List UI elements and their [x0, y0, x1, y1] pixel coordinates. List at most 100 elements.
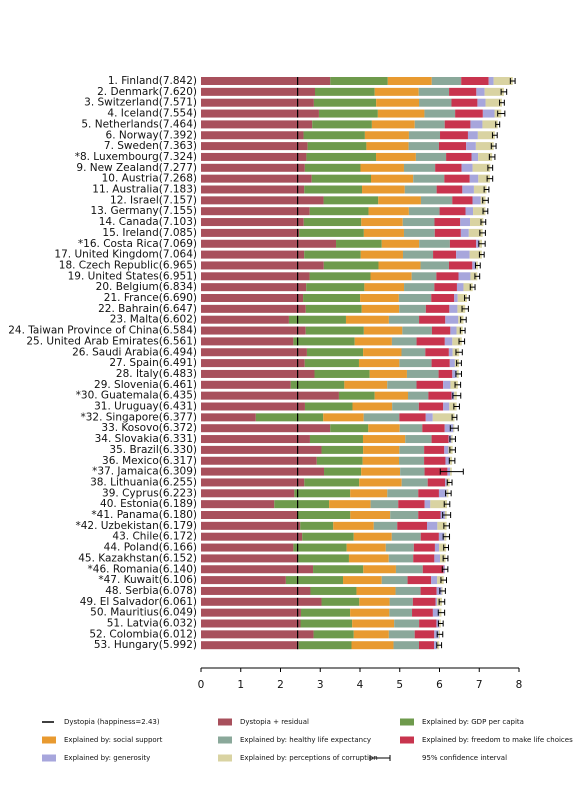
bar-segment — [436, 185, 463, 194]
bar-segment — [201, 608, 301, 617]
category-label: 4. Iceland(7.554) — [107, 108, 197, 120]
bar-segment — [467, 131, 478, 140]
legend-label: Explained by: perceptions of corruption — [240, 754, 378, 762]
bar-segment — [350, 511, 391, 519]
error-bar — [455, 370, 462, 377]
bar-segment — [415, 152, 447, 161]
bar-segment — [360, 250, 403, 259]
error-bar — [454, 381, 462, 388]
x-tick-label: 3 — [317, 679, 324, 691]
bar-segment — [201, 586, 311, 595]
error-bar — [458, 338, 466, 345]
bar-segment — [391, 337, 417, 346]
bar-segment — [201, 315, 289, 324]
bar-segment — [408, 131, 441, 140]
category-label: 28. Italy(6.483) — [116, 368, 197, 380]
bar-segment — [390, 511, 419, 519]
bar-segment — [304, 185, 363, 194]
bar-segment — [395, 586, 421, 595]
bar-segment — [376, 152, 416, 161]
category-label: 33. Kosovo(6.372) — [101, 422, 197, 434]
error-bar — [490, 143, 497, 150]
bar-segment — [440, 131, 468, 140]
category-label: 22. Bahrain(6.647) — [98, 303, 197, 315]
bar-segment — [387, 489, 419, 498]
bar-segment — [316, 456, 363, 465]
error-bar — [455, 349, 463, 356]
category-label: 39. Cyprus(6.223) — [102, 487, 197, 499]
bar-segment — [361, 467, 401, 476]
bar-segment — [460, 228, 469, 237]
bar-segment — [493, 77, 513, 85]
category-label: 36. Mexico(6.317) — [102, 455, 197, 467]
bar-segment — [476, 239, 480, 248]
category-label: 3. Switzerland(7.571) — [84, 97, 197, 109]
bar-segment — [361, 304, 400, 313]
bar-segment — [473, 185, 487, 194]
bar-segment — [428, 391, 452, 400]
bar-segment — [419, 239, 450, 248]
bar-segment — [294, 489, 351, 498]
bar-segment — [437, 521, 447, 530]
category-label: 50. Mauritius(6.049) — [90, 607, 197, 619]
bar-segment — [360, 294, 399, 302]
bar-segment — [201, 413, 256, 422]
bar-segment — [408, 142, 439, 151]
bar-segment — [438, 369, 453, 378]
bar-segment — [399, 413, 426, 422]
bar-segment — [303, 131, 365, 140]
bar-segment — [366, 142, 409, 151]
bar-segment — [454, 294, 458, 302]
bar-segment — [400, 467, 425, 476]
bar-segment — [330, 424, 369, 433]
category-label: 43. Chile(6.172) — [112, 531, 197, 543]
category-label: 7. Sweden(7.363) — [104, 140, 197, 152]
bar-segment — [488, 77, 494, 85]
bar-segment — [443, 380, 451, 389]
bar-segment — [330, 77, 388, 85]
bar-segment — [353, 532, 392, 541]
bar-segment — [473, 207, 486, 216]
bar-segment — [298, 641, 352, 650]
category-label: 18. Czech Republic(6.965) — [59, 259, 197, 271]
error-bar — [440, 577, 447, 584]
bar-segment — [363, 413, 400, 422]
bar-segment — [431, 576, 438, 585]
error-bar — [491, 132, 498, 139]
error-bar — [480, 219, 487, 226]
bar-segment — [201, 196, 324, 205]
bar-segment — [413, 543, 435, 552]
bar-segment — [456, 283, 464, 292]
bar-segment — [434, 554, 441, 563]
bar-segment — [385, 543, 414, 552]
category-label: 51. Latvia(6.032) — [107, 618, 197, 630]
bar-segment — [336, 239, 382, 248]
bar-segment — [201, 250, 305, 259]
category-label: 12. Israel(7.157) — [110, 194, 197, 206]
bar-segment — [302, 532, 354, 541]
bar-segment — [201, 261, 324, 270]
bar-segment — [449, 359, 455, 368]
category-label: 29. Slovenia(6.461) — [94, 379, 197, 391]
bar-segment — [445, 478, 447, 487]
bar-segment — [201, 380, 291, 389]
bar-segment — [444, 120, 471, 129]
bar-segment — [201, 500, 275, 509]
category-label: 52. Colombia(6.012) — [89, 628, 197, 640]
bar-segment — [484, 87, 504, 96]
bar-segment — [323, 196, 379, 205]
bar-segment — [305, 304, 362, 313]
category-label: *47. Kuwait(6.106) — [98, 574, 197, 586]
bar-segment — [407, 576, 432, 585]
bar-segment — [424, 500, 431, 509]
bar-segment — [368, 424, 400, 433]
bar-segment — [420, 261, 449, 270]
error-bar — [441, 566, 449, 573]
legend-label: Explained by: healthy life expectancy — [240, 736, 371, 744]
error-bar — [451, 414, 458, 421]
bar-segment — [346, 543, 386, 552]
bar-segment — [457, 294, 467, 302]
bar-segment — [343, 576, 382, 585]
error-bar — [487, 164, 494, 171]
